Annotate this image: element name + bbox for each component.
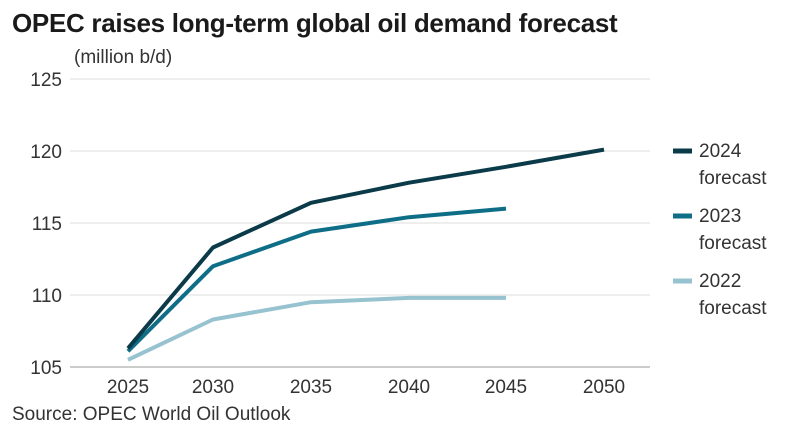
series-line-2023-forecast bbox=[126, 206, 507, 353]
legend-label: forecast bbox=[699, 233, 767, 254]
x-tick-label: 2030 bbox=[192, 377, 234, 398]
legend-label: forecast bbox=[699, 298, 767, 319]
y-tick-label: 120 bbox=[30, 142, 62, 163]
y-axis-unit-label: (million b/d) bbox=[74, 47, 173, 68]
y-tick-label: 110 bbox=[32, 286, 62, 307]
source-note: Source: OPEC World Oil Outlook bbox=[12, 404, 291, 425]
series-line-2024-forecast bbox=[126, 147, 605, 350]
y-tick-label: 105 bbox=[30, 358, 62, 379]
x-tick-label: 2025 bbox=[107, 377, 149, 398]
x-tick-label: 2040 bbox=[388, 377, 430, 398]
y-tick-label: 125 bbox=[30, 70, 62, 91]
y-tick-label: 115 bbox=[32, 214, 62, 235]
legend-label: 2022 bbox=[699, 271, 741, 292]
legend-label: forecast bbox=[699, 168, 767, 189]
x-tick-label: 2050 bbox=[583, 377, 625, 398]
legend-label: 2024 bbox=[699, 141, 742, 162]
x-tick-label: 2035 bbox=[290, 377, 332, 398]
chart-title: OPEC raises long-term global oil demand … bbox=[12, 8, 618, 38]
legend-label: 2023 bbox=[699, 206, 741, 227]
x-tick-label: 2045 bbox=[485, 377, 527, 398]
series-line-2022-forecast bbox=[127, 295, 506, 362]
